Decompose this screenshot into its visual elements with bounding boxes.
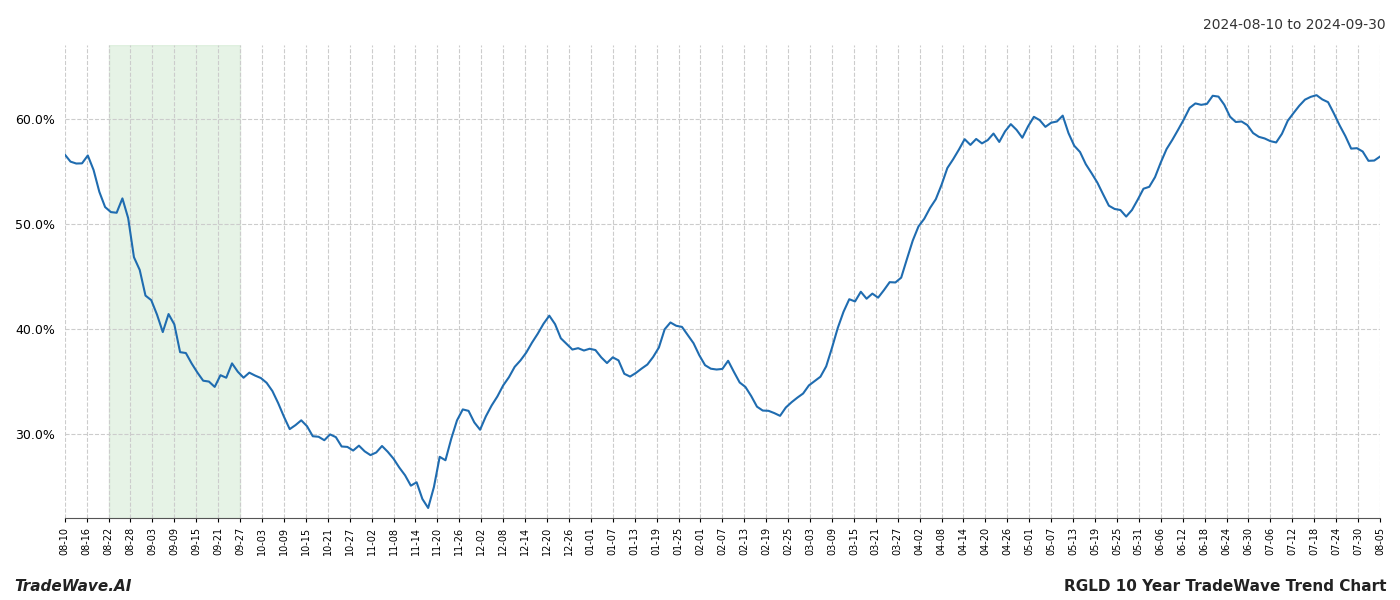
Text: 2024-08-10 to 2024-09-30: 2024-08-10 to 2024-09-30 bbox=[1204, 18, 1386, 32]
Bar bbox=[109, 45, 239, 518]
Text: RGLD 10 Year TradeWave Trend Chart: RGLD 10 Year TradeWave Trend Chart bbox=[1064, 579, 1386, 594]
Text: TradeWave.AI: TradeWave.AI bbox=[14, 579, 132, 594]
